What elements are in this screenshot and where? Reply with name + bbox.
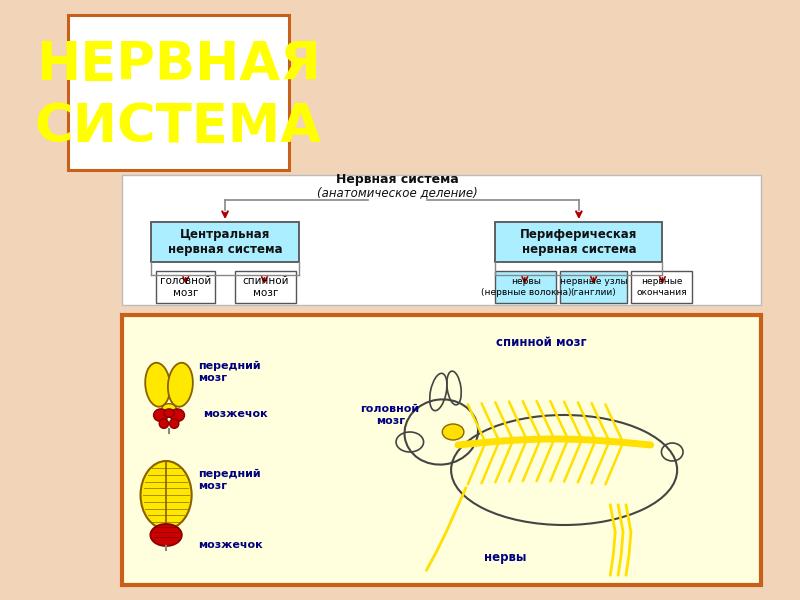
Ellipse shape [150, 524, 182, 546]
FancyBboxPatch shape [122, 315, 761, 585]
Text: нервные
окончания: нервные окончания [636, 277, 686, 296]
FancyBboxPatch shape [631, 271, 692, 303]
Text: спинной
мозг: спинной мозг [242, 276, 289, 298]
Ellipse shape [154, 409, 168, 421]
FancyBboxPatch shape [151, 222, 298, 262]
Text: СИСТЕМА: СИСТЕМА [35, 101, 322, 152]
Text: Центральная
нервная система: Центральная нервная система [168, 228, 282, 256]
Ellipse shape [164, 409, 174, 418]
FancyBboxPatch shape [495, 222, 662, 262]
FancyBboxPatch shape [156, 271, 215, 303]
Text: мозжечок: мозжечок [203, 409, 268, 419]
Text: нервные узлы
(ганглии): нервные узлы (ганглии) [560, 277, 627, 296]
Text: нервы
(нервные волокна): нервы (нервные волокна) [481, 277, 571, 296]
Ellipse shape [162, 404, 176, 414]
Ellipse shape [442, 424, 464, 440]
Ellipse shape [170, 409, 185, 421]
FancyBboxPatch shape [122, 175, 761, 305]
FancyBboxPatch shape [495, 271, 556, 303]
Text: Нервная система: Нервная система [336, 173, 458, 185]
Text: (анатомическое деление): (анатомическое деление) [317, 187, 478, 199]
Ellipse shape [170, 419, 179, 428]
FancyBboxPatch shape [560, 271, 627, 303]
Text: передний
мозг: передний мозг [198, 361, 261, 383]
Text: передний
мозг: передний мозг [198, 469, 261, 491]
Text: НЕРВНАЯ: НЕРВНАЯ [36, 38, 321, 91]
Ellipse shape [146, 363, 170, 407]
Text: спинной мозг: спинной мозг [496, 335, 587, 349]
Text: головной
мозг: головной мозг [361, 404, 420, 426]
Ellipse shape [168, 363, 193, 407]
Text: Периферическая
нервная система: Периферическая нервная система [520, 228, 638, 256]
FancyBboxPatch shape [68, 15, 289, 170]
FancyBboxPatch shape [235, 271, 296, 303]
Text: мозжечок: мозжечок [198, 540, 263, 550]
Text: нервы: нервы [484, 551, 526, 565]
Text: головной
мозг: головной мозг [160, 276, 211, 298]
Ellipse shape [141, 461, 192, 529]
Ellipse shape [159, 419, 169, 428]
